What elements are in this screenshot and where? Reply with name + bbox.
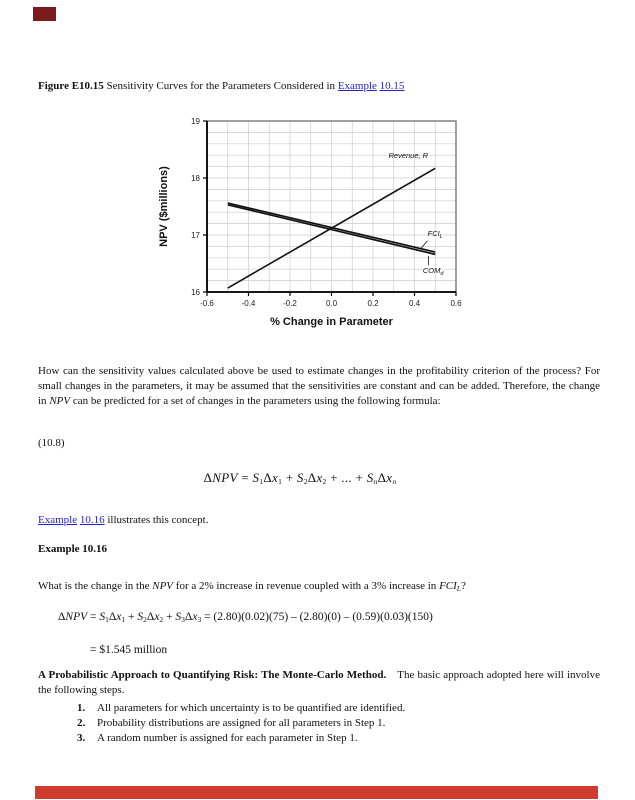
redaction-mark-top xyxy=(33,7,56,21)
svg-text:Revenue, R: Revenue, R xyxy=(388,151,428,160)
svg-text:0.4: 0.4 xyxy=(409,299,421,308)
steps-list: 1. All parameters for which uncertainty i… xyxy=(77,701,597,745)
svg-text:-0.6: -0.6 xyxy=(200,299,214,308)
link[interactable]: Example xyxy=(38,514,78,526)
redaction-mark-bottom xyxy=(35,786,598,799)
equation-10-8: ΔNPV = S1Δx1 + S2Δx2 + ... + SnΔxn xyxy=(203,470,397,486)
calculation-result: = $1.545 million xyxy=(90,644,168,656)
svg-text:% Change in Parameter: % Change in Parameter xyxy=(270,316,394,328)
list-item-text: All parameters for which uncertainty is … xyxy=(97,702,406,714)
svg-text:19: 19 xyxy=(191,117,200,126)
list-item-text: Probability distributions are assigned f… xyxy=(97,716,386,729)
figure-caption: Figure E10.15 Sensitivity Curves for the… xyxy=(38,80,405,92)
list-item-text: A random number is assigned for each par… xyxy=(97,731,358,744)
monte-carlo-paragraph: A Probabilistic Approach to Quantifying … xyxy=(38,669,600,696)
svg-text:NPV ($millions): NPV ($millions) xyxy=(158,166,170,247)
example-calculation: ΔNPV = S1Δx1 + S2Δx2 + S3Δx3 = (2.80)(0.… xyxy=(58,611,433,624)
list-item-number: 3. xyxy=(77,731,86,744)
equation-number: (10.8) xyxy=(38,437,65,449)
svg-text:17: 17 xyxy=(191,231,200,240)
intro-paragraph: How can the sensitivity values calculate… xyxy=(38,365,600,407)
link[interactable]: 10.16 xyxy=(79,514,105,526)
svg-text:0.0: 0.0 xyxy=(326,299,338,308)
svg-text:-0.2: -0.2 xyxy=(283,299,297,308)
sensitivity-chart-figure: -0.6 -0.4 -0.2 0.0 0.2 0.4 0.6 16 17 18 19 Revenue,… xyxy=(150,112,485,342)
svg-text:0.2: 0.2 xyxy=(367,299,379,308)
sensitivity-chart: -0.6 -0.4 -0.2 0.0 0.2 0.4 0.6 16 17 18 19 Revenue,… xyxy=(158,117,462,328)
list-item: 2. Probability distributions are assigned… xyxy=(77,716,597,731)
list-item-number: 2. xyxy=(77,716,86,729)
example-question: What is the change in the NPV for a 2% i… xyxy=(38,580,466,593)
list-item: 3. A random number is assigned for each p… xyxy=(77,731,597,746)
svg-text:18: 18 xyxy=(191,174,200,183)
svg-text:-0.4: -0.4 xyxy=(242,299,256,308)
svg-text:FCIL: FCIL xyxy=(428,229,443,240)
svg-text:COMd: COMd xyxy=(423,266,445,277)
example-heading: Example 10.16 xyxy=(38,543,108,555)
svg-text:16: 16 xyxy=(191,288,200,297)
list-item-number: 1. xyxy=(77,702,86,714)
list-item: 1. All parameters for which uncertainty i… xyxy=(77,701,597,716)
link[interactable]: 10.15 xyxy=(379,80,405,92)
link[interactable]: Example xyxy=(337,80,377,92)
svg-text:0.6: 0.6 xyxy=(450,299,462,308)
example-reference-line: Example 10.16 illustrates this concept. xyxy=(38,514,209,526)
